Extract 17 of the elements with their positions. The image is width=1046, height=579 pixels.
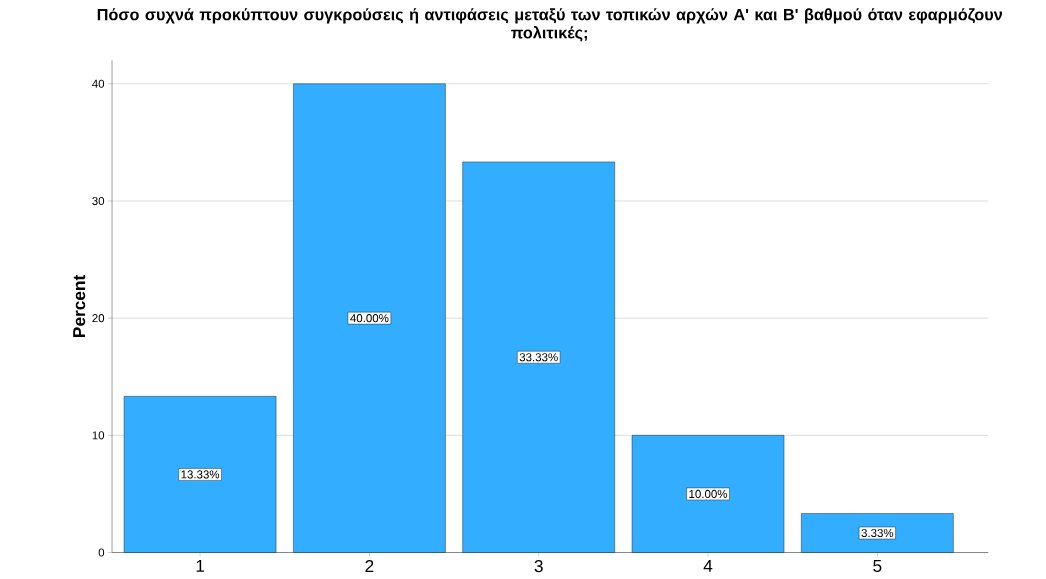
data-label: 3.33%: [861, 528, 894, 537]
data-label: 13.33%: [181, 470, 220, 479]
x-tick-label: 1: [196, 559, 205, 572]
x-tick-label: 2: [365, 559, 374, 572]
y-tick-label: 20: [92, 313, 105, 323]
x-tick-label: 5: [873, 559, 882, 572]
y-tick-label: 0: [98, 548, 105, 557]
chart-title: Πόσο συχνά προκύπτουν συγκρούσεις ή αντιφάσεις μεταξύ των τοπικών αρχών Α' και Β' βαθμού όταν εφαρμόζουν πολιτικές;: [97, 8, 1003, 42]
y-tick-label: 30: [92, 196, 105, 205]
data-label: 40.00%: [350, 313, 389, 323]
data-label: 33.33%: [519, 353, 558, 362]
data-label: 10.00%: [689, 489, 728, 498]
y-axis-title: Percent: [73, 274, 86, 337]
x-tick-label: 3: [534, 559, 543, 573]
y-tick-label: 40: [92, 79, 105, 88]
x-tick-label: 4: [703, 559, 713, 572]
y-tick-label: 10: [92, 431, 105, 440]
